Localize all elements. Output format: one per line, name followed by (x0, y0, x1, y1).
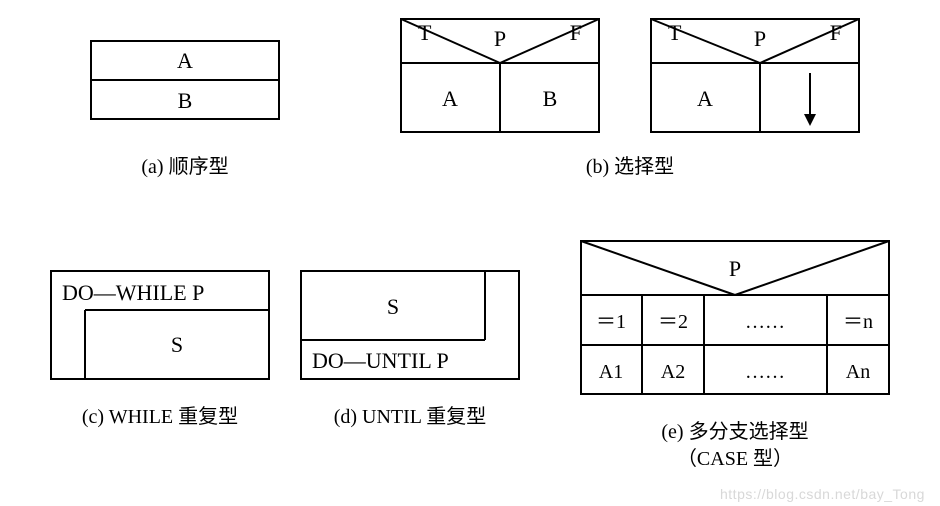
case-cond: P (729, 256, 741, 281)
seq-row-b: B (178, 88, 193, 113)
diagram-c-while: DO—WHILE P S (50, 270, 270, 380)
until-body: S (387, 294, 399, 319)
b2-cond: P (754, 26, 766, 51)
b1-left: A (442, 86, 458, 111)
diagram-b1-selection: T P F A B (400, 18, 600, 133)
watermark-text: https://blog.csdn.net/bay_Tong (720, 486, 925, 502)
case-c4: ＝n (843, 311, 873, 333)
diagram-a-sequence: A B (90, 40, 280, 120)
seq-row-a: A (177, 48, 193, 73)
b1-right: B (543, 86, 558, 111)
b1-cond: P (494, 26, 506, 51)
b2-true: T (668, 20, 682, 45)
while-body: S (171, 332, 183, 357)
caption-b: (b) 选择型 (400, 150, 860, 179)
diagram-b2-selection-arrow: T P F A (650, 18, 860, 133)
diagram-e-case: P ＝1 ＝2 …… ＝n A1 A2 …… An (580, 240, 890, 395)
diagram-d-until: S DO—UNTIL P (300, 270, 520, 380)
b1-true: T (418, 20, 432, 45)
case-a2: A2 (661, 361, 685, 383)
caption-c: (c) WHILE 重复型 (40, 400, 280, 429)
while-header: DO—WHILE P (62, 280, 204, 305)
case-a1: A1 (599, 361, 623, 383)
caption-a: (a) 顺序型 (90, 150, 280, 179)
b2-left: A (697, 86, 713, 111)
down-arrow-icon (804, 114, 816, 126)
b2-false: F (830, 20, 842, 45)
case-c1: ＝1 (596, 311, 626, 333)
case-a3: …… (745, 361, 785, 383)
case-a4: An (846, 361, 870, 383)
case-c2: ＝2 (658, 311, 688, 333)
case-c3: …… (745, 311, 785, 333)
caption-e-line2: （CASE 型） (580, 442, 890, 471)
caption-e-line1: (e) 多分支选择型 (580, 415, 890, 444)
caption-d: (d) UNTIL 重复型 (290, 400, 530, 429)
b1-false: F (570, 20, 582, 45)
until-footer: DO—UNTIL P (312, 348, 449, 373)
